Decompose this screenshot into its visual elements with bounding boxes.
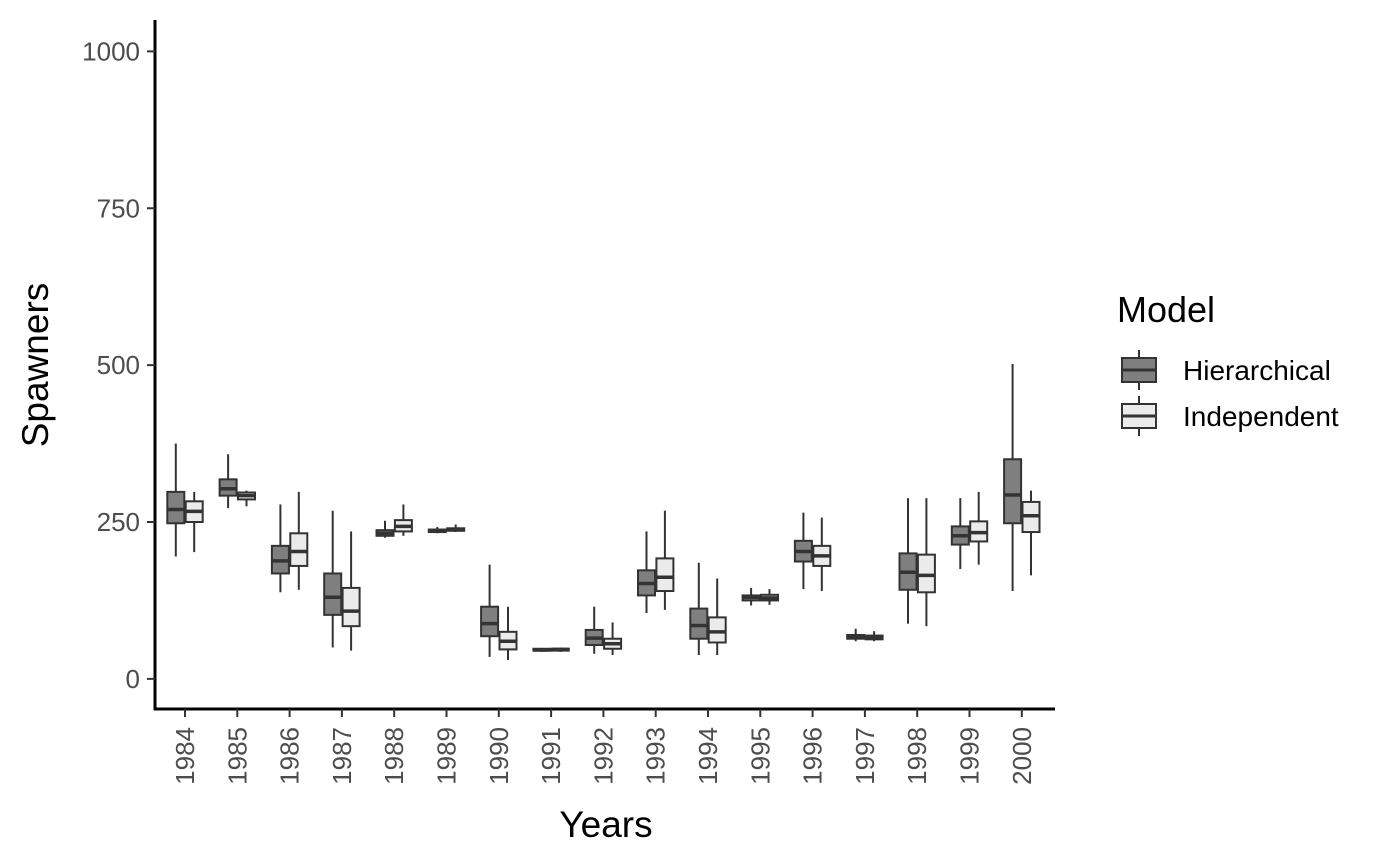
box-hierarchical-1993: [637, 531, 656, 613]
legend-key-independent: [1121, 396, 1157, 436]
y-axis-title: Spawners: [15, 283, 56, 448]
axes: 0 250 500 750 1000 1984 1985 1986 1987 1988 1989 19…: [82, 20, 1055, 785]
box-independent-1987: [341, 531, 361, 651]
x-tick-label: 1997: [850, 727, 880, 785]
legend-title: Model: [1117, 289, 1215, 330]
box-hierarchical-1990: [480, 564, 500, 657]
box-hierarchical-1995: [741, 587, 761, 606]
x-tick-label: 1999: [955, 727, 985, 785]
box-hierarchical-1987: [323, 510, 343, 648]
x-tick-label: 1994: [693, 727, 723, 785]
box-hierarchical-1989: [427, 527, 447, 534]
box-hierarchical-1984: [166, 443, 186, 557]
box-independent-1995: [760, 589, 779, 605]
legend-key-hierarchical: [1121, 350, 1157, 390]
box-hierarchical-1999: [950, 498, 970, 570]
box-hierarchical-1996: [793, 512, 813, 590]
box-body: [707, 616, 727, 644]
x-tick-label: 1988: [379, 727, 409, 785]
x-tick-label: 1992: [588, 727, 618, 785]
box-independent-2000: [1021, 490, 1041, 576]
box-independent-1985: [237, 490, 256, 507]
x-tick-label: 1996: [798, 727, 828, 785]
box-hierarchical-1985: [218, 454, 238, 509]
box-independent-1990: [498, 606, 518, 661]
y-tick-label: 500: [97, 350, 140, 380]
y-tick-label: 750: [97, 193, 140, 223]
box-independent-1986: [289, 491, 309, 590]
box-hierarchical-1997: [846, 628, 866, 642]
box-body: [655, 557, 675, 593]
legend-label-independent: Independent: [1183, 401, 1339, 432]
box-independent-1984: [184, 491, 204, 553]
x-tick-label: 1985: [222, 727, 252, 785]
box-body: [341, 586, 361, 628]
x-tick-label: 1984: [170, 727, 200, 785]
box-hierarchical-1994: [689, 562, 709, 656]
x-tick-label: 1986: [275, 727, 305, 785]
box-hierarchical-1988: [375, 520, 395, 538]
box-independent-1999: [969, 491, 989, 565]
box-independent-1989: [446, 524, 466, 533]
x-tick-label: 1987: [327, 727, 357, 785]
x-tick-label: 1993: [641, 727, 671, 785]
x-tick-label: 1991: [536, 727, 566, 785]
box-independent-1998: [916, 498, 936, 627]
box-independent-1991: [550, 647, 570, 652]
y-tick-label: 250: [97, 507, 140, 537]
legend-label-hierarchical: Hierarchical: [1183, 355, 1331, 386]
box-body: [1003, 458, 1023, 525]
box-independent-1996: [812, 517, 832, 592]
legend: Model Hierarchical Independent: [1117, 289, 1339, 436]
box-body: [480, 605, 500, 638]
box-body: [323, 572, 343, 616]
box-independent-1993: [655, 510, 675, 610]
box-hierarchical-1992: [584, 606, 604, 654]
box-independent-1994: [707, 578, 727, 656]
x-tick-label: 1995: [745, 727, 775, 785]
box-body: [166, 490, 186, 525]
plot-marks: [166, 363, 1041, 661]
box-hierarchical-1986: [270, 504, 290, 593]
x-tick-label: 1989: [432, 727, 462, 785]
box-independent-1988: [393, 504, 413, 536]
x-tick-label: 2000: [1007, 727, 1037, 785]
box-hierarchical-1991: [532, 647, 552, 652]
box-body: [916, 553, 936, 594]
box-hierarchical-1998: [898, 498, 918, 624]
y-tick-label: 0: [126, 664, 140, 694]
x-tick-label: 1998: [902, 727, 932, 785]
box-hierarchical-2000: [1003, 363, 1023, 592]
y-tick-label: 1000: [82, 36, 140, 66]
box-independent-1992: [603, 622, 623, 656]
box-body: [289, 532, 309, 567]
x-tick-label: 1990: [484, 727, 514, 785]
x-axis-title: Years: [559, 804, 652, 845]
box-independent-1997: [864, 631, 884, 642]
box-body: [689, 607, 709, 640]
